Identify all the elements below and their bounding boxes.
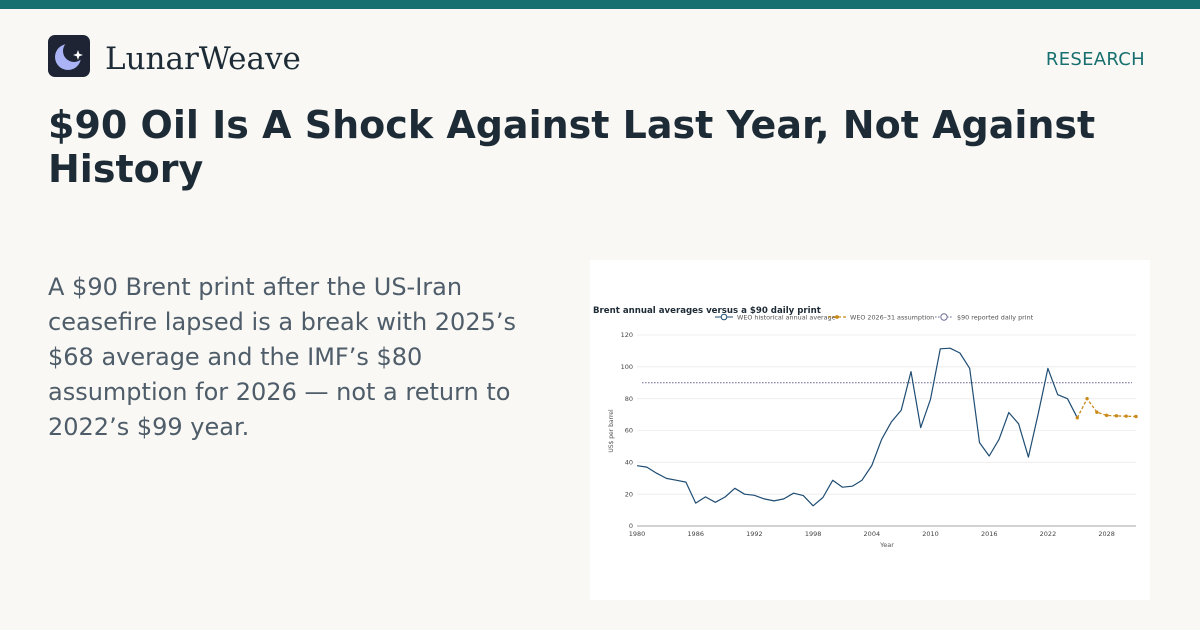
x-tick-label: 2016 xyxy=(981,530,998,538)
brand-name[interactable]: LunarWeave xyxy=(105,41,301,77)
y-axis-label: US$ per barrel xyxy=(608,409,615,453)
section-label[interactable]: RESEARCH xyxy=(1045,49,1145,70)
x-tick-label: 2004 xyxy=(864,530,881,538)
legend-historical-label: WEO historical annual average xyxy=(737,313,836,321)
chart-card: 0 20 40 60 80 100 120 1980 1986 1992 1998 2004 2010 2… xyxy=(590,260,1150,600)
x-tick-label: 1986 xyxy=(687,530,704,538)
y-tick-label: 100 xyxy=(621,363,633,371)
y-tick-label: 120 xyxy=(621,331,633,339)
y-tick-label: 20 xyxy=(625,490,633,498)
legend-reference-label: $90 reported daily print xyxy=(957,313,1034,321)
headline: $90 Oil Is A Shock Against Last Year, No… xyxy=(48,103,1096,191)
legend-assumption-label: WEO 2026–31 assumption xyxy=(850,313,934,321)
x-axis-label: Year xyxy=(879,541,894,549)
chart-title: Brent annual averages versus a $90 daily… xyxy=(593,306,821,316)
x-tick-label: 1980 xyxy=(629,530,646,538)
brent-price-chart: 0 20 40 60 80 100 120 1980 1986 1992 1998 2004 2010 2… xyxy=(593,306,1138,549)
assumption-point xyxy=(1114,414,1119,418)
assumption-point xyxy=(1124,414,1128,418)
x-tick-label: 1992 xyxy=(746,530,763,538)
y-tick-label: 40 xyxy=(625,459,633,467)
assumption-point xyxy=(1104,413,1109,418)
legend-assumption-marker xyxy=(835,315,839,319)
x-tick-label: 2010 xyxy=(922,530,939,538)
assumption-point xyxy=(1075,416,1079,420)
assumption-point xyxy=(1085,396,1089,401)
y-tick-label: 0 xyxy=(629,522,633,530)
assumption-point xyxy=(1134,414,1138,419)
x-tick-label: 2028 xyxy=(1098,530,1115,538)
crescent-moon-star-icon xyxy=(55,40,85,70)
legend-historical-marker xyxy=(720,313,728,321)
y-tick-label: 60 xyxy=(625,427,633,435)
historical-series-line xyxy=(636,347,1078,507)
assumption-point xyxy=(1095,410,1099,414)
top-accent-bar xyxy=(0,0,1200,9)
y-tick-label: 80 xyxy=(625,395,633,403)
legend-reference-marker xyxy=(940,313,948,321)
x-tick-label: 1998 xyxy=(805,530,822,538)
x-tick-label: 2022 xyxy=(1040,530,1057,538)
dek-summary: A $90 Brent print after the US-Iran ceas… xyxy=(48,273,516,441)
brand-logo[interactable] xyxy=(48,35,90,77)
